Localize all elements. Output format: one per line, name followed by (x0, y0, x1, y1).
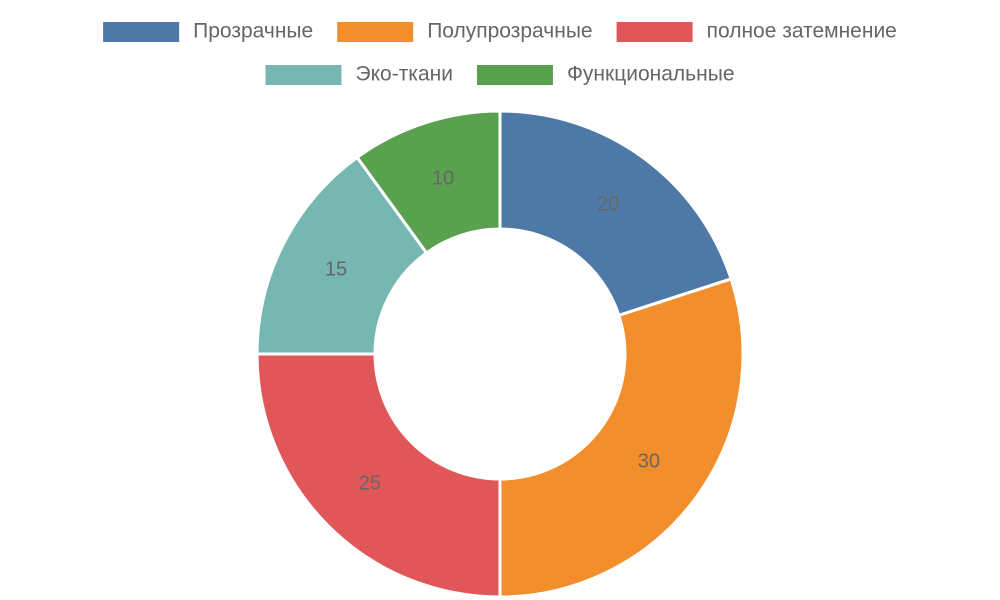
legend-label: Полупрозрачные (427, 20, 592, 43)
value-label: 30 (638, 450, 660, 472)
legend-label: Прозрачные (193, 20, 313, 43)
legend-label: Функциональные (567, 63, 735, 86)
legend-swatch (616, 22, 693, 42)
slice (498, 109, 733, 318)
value-label: 20 (597, 193, 619, 215)
legend-swatch (337, 22, 414, 42)
slice (355, 109, 502, 255)
legend-swatch (265, 65, 342, 85)
legend-label: Эко-ткани (356, 63, 453, 86)
value-label: 10 (432, 167, 454, 189)
legend-swatch (103, 22, 180, 42)
value-label: 15 (325, 259, 347, 281)
legend-swatch (476, 65, 553, 85)
slice (255, 352, 502, 599)
legend-row: Эко-ткани Функциональные (265, 63, 735, 86)
legend-label: полное затемнение (707, 20, 897, 43)
legend-row: Прозрачные Полупрозрачные полное затемнени… (103, 20, 897, 43)
value-label: 25 (359, 472, 381, 494)
slice (498, 277, 745, 599)
slice (255, 155, 429, 356)
